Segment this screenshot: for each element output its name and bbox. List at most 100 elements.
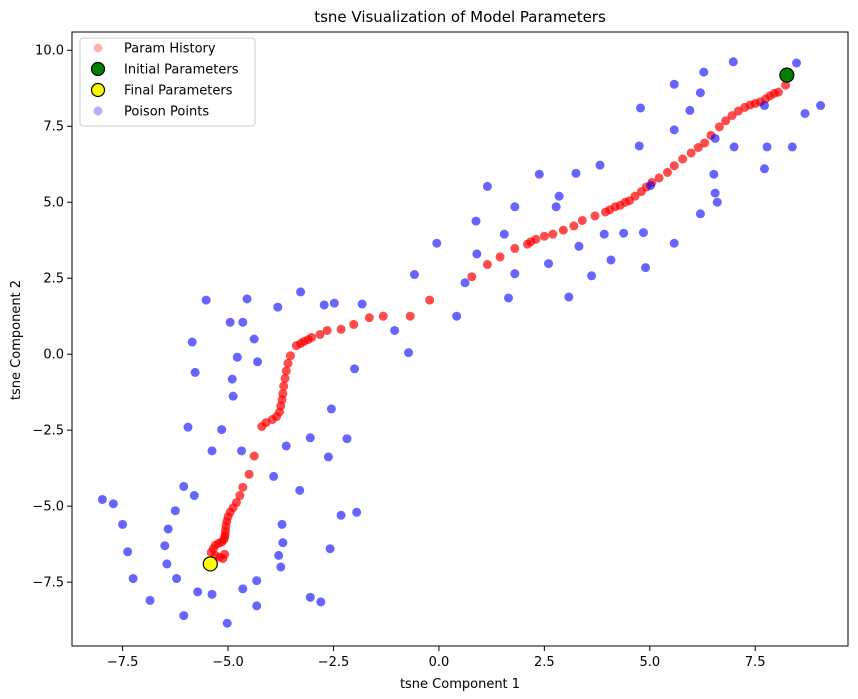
poison-points-point	[276, 562, 286, 572]
x-axis-label: tsne Component 1	[400, 677, 520, 692]
poison-points-point	[574, 241, 584, 251]
y-tick-label: 0.0	[43, 348, 64, 363]
final-parameters-point	[202, 556, 218, 572]
param-history-point	[693, 143, 703, 153]
poison-points-point	[305, 592, 315, 602]
param-history-point	[336, 324, 346, 334]
poison-points-point	[207, 589, 217, 599]
poison-points-point	[452, 311, 462, 321]
legend: Param History Initial Parameters Final Par…	[79, 37, 256, 127]
param-history-point	[281, 366, 291, 376]
x-tick-label: −7.5	[107, 655, 139, 670]
poison-points-point	[551, 202, 561, 212]
poison-points-point	[128, 574, 138, 584]
poison-points-point	[638, 228, 648, 238]
poison-points-point	[316, 597, 326, 607]
legend-label-param-history: Param History	[124, 42, 216, 57]
x-tick-label: 7.5	[745, 655, 766, 670]
axis-ticks: −7.5 −5.0 −2.5 0.0 2.5 5.0 7.5 −7.5 −5.0 −2.5 0.0 2…	[32, 44, 765, 670]
param-history-point	[257, 422, 267, 432]
param-history-point	[249, 451, 259, 461]
poison-points-point	[816, 101, 826, 111]
plot-area	[97, 57, 826, 628]
poison-points-point	[222, 618, 232, 628]
poison-points-point	[170, 506, 180, 516]
poison-points-point	[183, 422, 193, 432]
y-tick-label: −5.0	[32, 500, 64, 515]
poison-points-point	[432, 238, 442, 248]
param-history-point	[425, 295, 435, 305]
x-tick-label: −2.5	[318, 655, 350, 670]
param-history-point	[495, 252, 505, 262]
poison-points-point	[97, 494, 107, 504]
poison-points-point	[587, 271, 597, 281]
poison-points-point	[326, 404, 336, 414]
poison-points-point	[281, 441, 291, 451]
poison-points-point	[695, 209, 705, 219]
y-tick-label: 10.0	[35, 44, 64, 59]
poison-points-point	[350, 364, 360, 374]
poison-points-point	[759, 164, 769, 174]
poison-points-point	[554, 191, 564, 201]
legend-label-initial-parameters: Initial Parameters	[124, 63, 239, 78]
param-history-point	[283, 358, 293, 368]
poison-points-point	[160, 541, 170, 551]
param-history-point	[577, 215, 587, 225]
poison-points-point	[145, 595, 155, 605]
poison-points-point	[238, 584, 248, 594]
param-history-point	[569, 221, 579, 231]
y-tick-label: 2.5	[43, 272, 64, 287]
poison-points-point	[800, 108, 810, 118]
poison-points-point	[163, 524, 173, 534]
legend-box	[79, 37, 256, 127]
param-history-point	[590, 211, 600, 221]
legend-label-final-parameters: Final Parameters	[124, 84, 233, 99]
poison-points-point	[669, 79, 679, 89]
poison-points-point	[669, 238, 679, 248]
initial-parameters-point	[779, 67, 795, 83]
param-history-point	[405, 311, 415, 321]
poison-points-point	[237, 446, 247, 456]
x-tick-label: 0.0	[429, 655, 450, 670]
poison-points-point	[471, 216, 481, 226]
poison-points-point	[305, 433, 315, 443]
param-history-point	[601, 207, 610, 217]
legend-marker-param-history	[93, 43, 103, 53]
param-history-point	[285, 351, 295, 361]
param-history-point	[662, 167, 672, 177]
poison-points-point	[634, 141, 644, 151]
poison-points-point	[544, 259, 554, 269]
poison-points-point	[534, 169, 544, 179]
poison-points-point	[472, 249, 482, 259]
poison-points-point	[319, 300, 329, 310]
poison-points-point	[179, 611, 189, 621]
poison-points-point	[325, 544, 335, 554]
y-tick-label: 5.0	[43, 196, 64, 211]
param-history-point	[686, 148, 696, 158]
poison-points-point	[460, 278, 470, 288]
poison-points-point	[510, 202, 520, 212]
poison-points-point	[606, 255, 616, 265]
poison-points-point	[189, 491, 199, 501]
poison-points-point	[787, 142, 797, 152]
poison-points-point	[710, 188, 720, 198]
param-history-point	[315, 329, 325, 339]
x-tick-label: 2.5	[534, 655, 555, 670]
poison-points-point	[564, 292, 574, 302]
poison-points-point	[227, 374, 237, 384]
param-history-point	[714, 122, 724, 132]
poison-points-point	[759, 101, 769, 111]
param-history-point	[636, 187, 646, 197]
poison-points-point	[253, 357, 263, 367]
y-tick-label: 7.5	[43, 120, 64, 135]
poison-points-point	[352, 507, 362, 517]
legend-marker-initial-parameters	[90, 61, 106, 77]
poison-points-point	[699, 67, 709, 77]
x-tick-label: −5.0	[212, 655, 244, 670]
poison-points-point	[238, 317, 248, 327]
poison-points-point	[762, 142, 772, 152]
poison-points-point	[641, 263, 651, 273]
chart-title: tsne Visualization of Model Parameters	[314, 8, 606, 26]
legend-marker-final-parameters	[90, 82, 106, 98]
